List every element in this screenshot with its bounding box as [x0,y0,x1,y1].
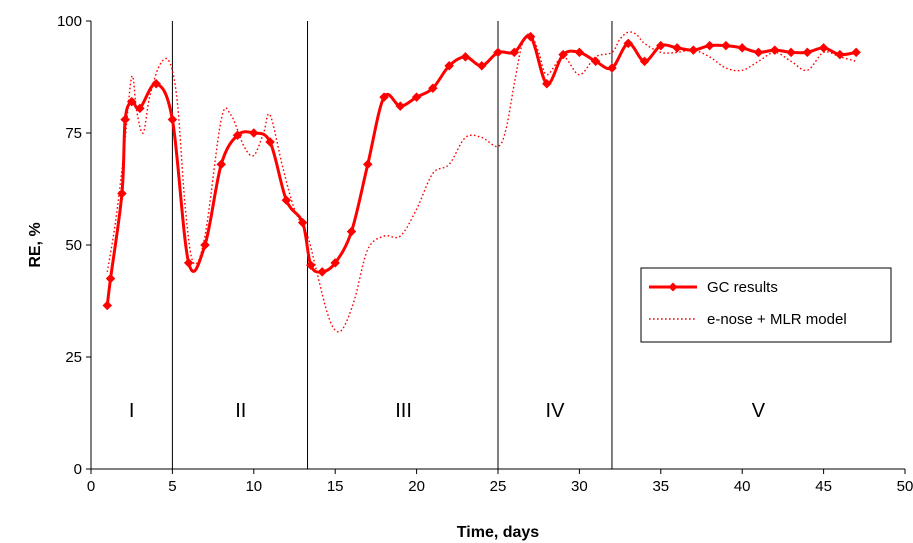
gc-data-point [835,49,845,60]
gc-data-point [216,159,227,170]
gc-data-point [688,45,699,55]
y-tick-label: 75 [65,125,82,142]
gc-data-point [317,267,328,277]
legend-marker-diamond [668,282,678,292]
phase-labels: I II III IV V [129,400,766,422]
x-tick-label: 25 [490,478,507,495]
phase-boundaries [171,21,613,469]
gc-data-point [623,38,634,49]
x-tick-label: 40 [734,478,751,495]
x-tick-label: 50 [897,478,913,495]
gc-data-point [105,273,116,284]
x-tick-label: 45 [815,478,832,495]
phase-label: III [395,400,412,422]
gc-data-point [590,56,601,67]
gc-data-point [134,103,145,114]
phase-label: II [235,400,246,422]
gc-data-point [411,92,422,103]
gc-data-point [672,43,682,53]
x-axis-title: Time, days [457,524,540,541]
gc-data-point [248,128,259,138]
y-tick-label: 0 [74,461,82,478]
gc-data-point [362,159,373,170]
gc-data-point [721,40,731,51]
gc-data-point [655,40,666,51]
gc-data-point [183,258,194,268]
phase-label: V [752,400,766,422]
gc-data-point [346,226,357,237]
gc-data-point [509,47,520,58]
gc-data-point [444,60,455,71]
y-tick-label: 50 [65,237,82,254]
legend-label: e-nose + MLR model [707,311,847,328]
x-tick-label: 0 [87,478,95,495]
x-tick-label: 20 [408,478,425,495]
gc-data-point [802,47,813,58]
series-line-gc-results [105,34,857,306]
gc-data-point [639,56,650,67]
gc-data-point [117,188,127,199]
x-axis-ticks: 0 5 10 15 20 25 30 35 40 45 50 [87,469,913,495]
gc-data-point [493,47,503,58]
y-tick-label: 25 [65,349,82,366]
gc-data-point [126,96,137,107]
gc-data-point [232,130,243,141]
gc-data-point [265,137,275,147]
gc-data-point [574,47,585,58]
gc-data-point [753,47,764,58]
x-tick-label: 5 [168,478,176,495]
gc-data-point [428,83,438,94]
y-axis-title: RE, % [27,222,44,267]
phase-label: IV [546,400,566,422]
gc-data-point [460,51,471,62]
x-tick-label: 10 [245,478,262,495]
gc-data-point [379,92,389,103]
legend-box [640,267,892,343]
gc-data-point [851,47,862,58]
gc-data-point [102,300,113,311]
gc-data-point [525,31,536,42]
gc-data-point [476,60,487,71]
gc-data-point [120,114,131,125]
y-axis-ticks: 0 25 50 75 100 [57,13,91,478]
legend-items: GC results e-nose + MLR model [649,279,847,328]
gc-data-point [305,260,316,271]
gc-data-point [297,217,308,228]
gc-data-point [737,43,748,53]
gc-data-point [330,258,341,268]
gc-data-point [704,40,715,51]
gc-data-point [607,63,617,73]
x-tick-label: 15 [327,478,344,495]
phase-label: I [129,400,135,422]
gc-data-point [151,78,161,89]
gc-data-point [200,240,210,250]
y-tick-label: 100 [57,13,82,30]
x-tick-label: 30 [571,478,588,495]
gc-data-point [558,49,568,60]
x-tick-label: 35 [652,478,669,495]
gc-data-point [167,114,178,125]
gc-data-point [786,47,796,58]
gc-data-point [769,45,780,55]
gc-data-point [541,78,552,89]
gc-data-point [281,195,292,206]
series-layer [102,31,862,333]
gc-data-point [818,43,829,53]
gc-data-point [395,101,406,111]
legend: GC results e-nose + MLR model [640,267,892,343]
legend-label: GC results [707,279,778,296]
